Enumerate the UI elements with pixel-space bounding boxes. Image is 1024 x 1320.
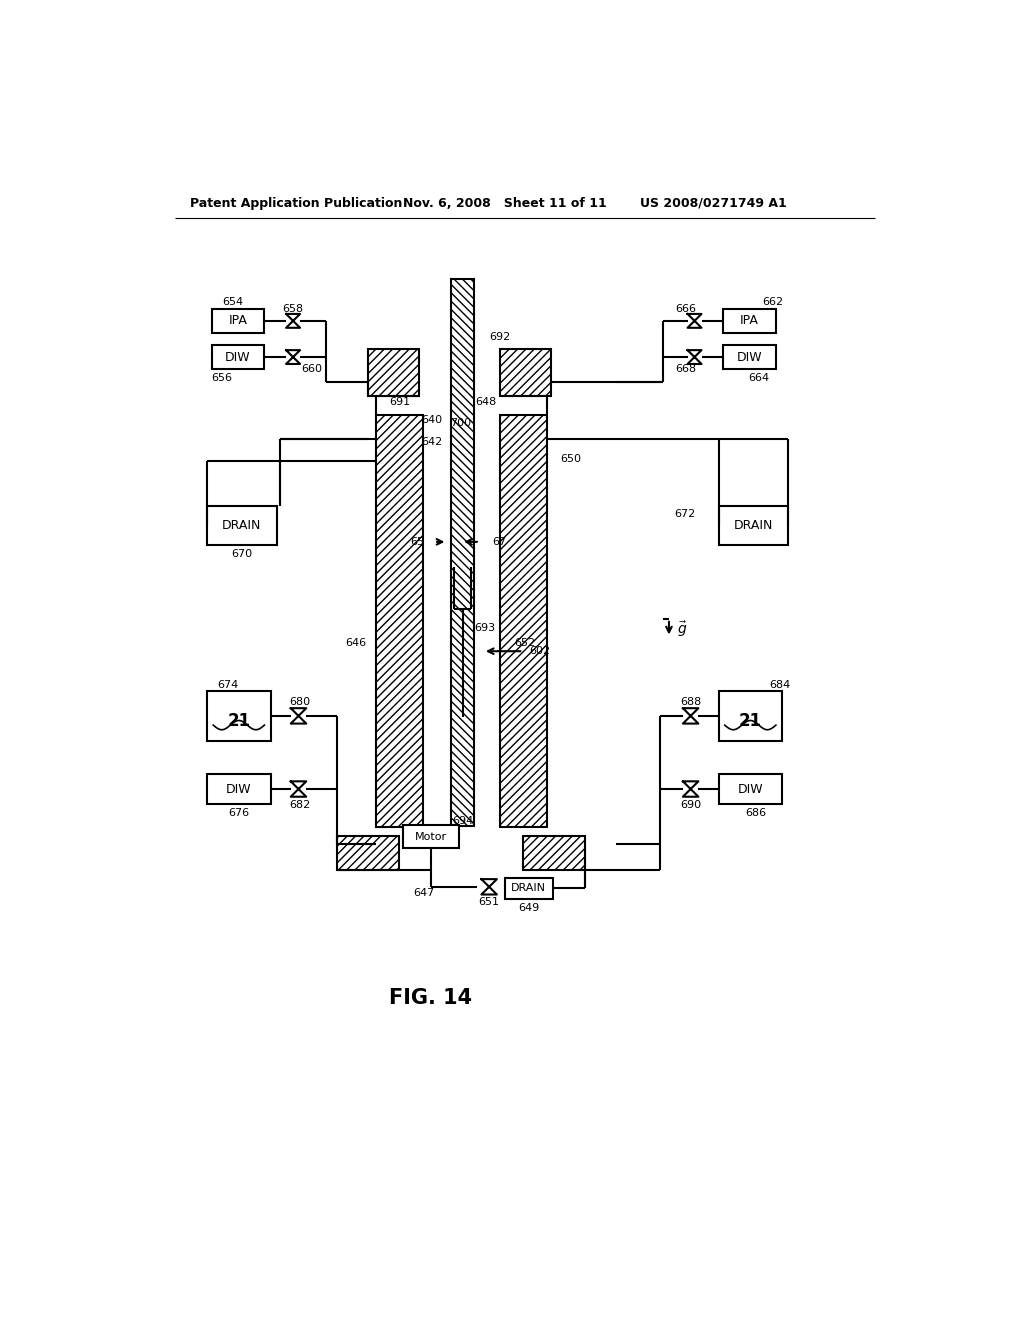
Text: 664: 664 [748,372,769,383]
Bar [207,507,276,545]
Bar [337,836,399,870]
Bar [452,280,474,826]
Bar [719,775,782,804]
Text: IPA: IPA [228,314,248,327]
Text: 652: 652 [514,639,536,648]
Text: 691: 691 [390,397,411,407]
Text: $\vec{g}$: $\vec{g}$ [677,620,687,639]
Text: IPA: IPA [740,314,759,327]
Text: 672: 672 [674,510,695,519]
Text: 684: 684 [770,680,791,690]
Text: 666: 666 [676,305,696,314]
Text: Patent Application Publication: Patent Application Publication [190,197,402,210]
Text: FIG. 14: FIG. 14 [389,987,472,1007]
Text: 602: 602 [529,647,551,656]
Text: 65: 65 [410,537,424,546]
Text: 660: 660 [301,364,322,375]
Text: 658: 658 [283,305,304,314]
Text: DRAIN: DRAIN [734,519,773,532]
Text: 662: 662 [762,297,783,306]
Text: 648: 648 [475,397,496,407]
Text: 642: 642 [421,437,442,446]
Text: DIW: DIW [736,351,762,363]
Bar [723,345,776,370]
Bar [376,414,423,826]
Text: 654: 654 [222,297,244,306]
Bar [207,692,270,741]
Bar [505,878,553,899]
Text: 67: 67 [493,537,507,546]
Text: 676: 676 [228,808,250,818]
Text: 640: 640 [421,416,442,425]
Bar [207,775,270,804]
Text: 651: 651 [478,898,500,907]
Bar [212,345,264,370]
Bar [500,414,547,826]
Bar [523,836,586,870]
Bar [212,309,264,333]
Text: Nov. 6, 2008   Sheet 11 of 11: Nov. 6, 2008 Sheet 11 of 11 [403,197,607,210]
Text: 688: 688 [680,697,701,708]
Text: 694: 694 [452,816,473,825]
Text: 670: 670 [231,549,253,560]
Bar [403,825,459,849]
Bar [719,692,782,741]
Text: 649: 649 [518,903,540,913]
Bar [369,350,420,396]
Text: 647: 647 [414,888,435,898]
Bar [500,350,551,396]
Text: 693: 693 [474,623,496,634]
Text: DIW: DIW [226,783,252,796]
Text: 21: 21 [227,711,251,730]
Text: 656: 656 [212,372,232,383]
Text: 690: 690 [680,800,701,810]
Text: 646: 646 [345,639,367,648]
Text: 686: 686 [745,808,766,818]
Text: DRAIN: DRAIN [222,519,261,532]
Bar [723,309,776,333]
Text: 700: 700 [451,418,471,428]
Text: 682: 682 [290,800,310,810]
Text: DIW: DIW [737,783,763,796]
Text: DIW: DIW [225,351,251,363]
Bar [719,507,788,545]
Text: 650: 650 [560,454,582,463]
Text: Motor: Motor [415,832,447,842]
Text: 21: 21 [738,711,762,730]
Text: 692: 692 [489,333,511,342]
Text: 668: 668 [676,364,696,375]
Text: US 2008/0271749 A1: US 2008/0271749 A1 [640,197,786,210]
Text: 674: 674 [217,680,239,690]
Text: 680: 680 [290,697,310,708]
Text: DRAIN: DRAIN [511,883,546,894]
